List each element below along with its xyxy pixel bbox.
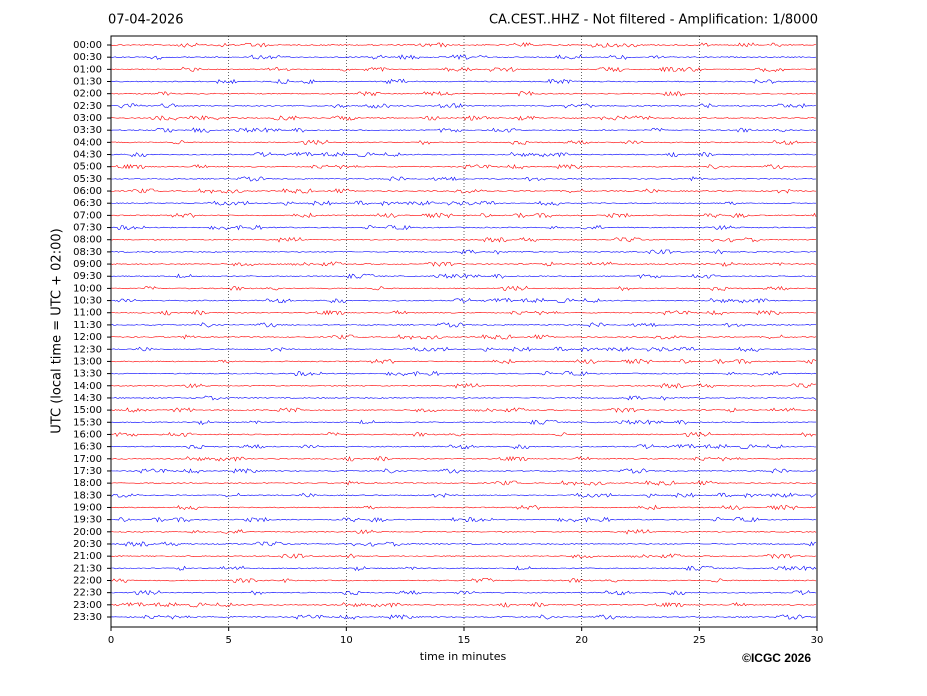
- trace: [110, 407, 817, 413]
- trace: [110, 578, 817, 584]
- y-tick-label: 05:30: [73, 174, 102, 185]
- trace: [110, 346, 817, 353]
- y-tick-label: 03:00: [73, 113, 102, 124]
- y-tick-label: 22:00: [73, 575, 102, 586]
- y-tick-label: 23:00: [73, 600, 102, 611]
- trace: [111, 565, 817, 572]
- y-tick-label: 10:00: [73, 283, 102, 294]
- y-tick-label: 08:30: [73, 247, 102, 258]
- trace: [110, 419, 817, 426]
- copyright: ©ICGC 2026: [742, 651, 811, 665]
- y-tick-label: 15:00: [73, 405, 102, 416]
- trace: [110, 358, 817, 365]
- y-tick-label: 06:30: [73, 198, 102, 209]
- y-tick-label: 14:30: [73, 393, 102, 404]
- x-tick-label: 5: [225, 635, 231, 646]
- y-tick-label: 10:30: [73, 296, 102, 307]
- y-tick-label: 11:00: [73, 308, 102, 319]
- y-tick-label: 13:30: [73, 369, 102, 380]
- trace: [110, 589, 817, 596]
- trace: [111, 395, 817, 401]
- y-tick-label: 22:30: [73, 588, 102, 599]
- y-tick-label: 19:30: [73, 515, 102, 526]
- trace: [110, 334, 817, 340]
- y-tick-label: 15:30: [73, 417, 102, 428]
- y-tick-label: 05:00: [73, 162, 102, 173]
- trace: [110, 383, 817, 389]
- y-tick-label: 20:30: [73, 539, 102, 550]
- y-tick-label: 11:30: [73, 320, 102, 331]
- y-tick-label: 21:00: [73, 551, 102, 562]
- x-tick-label: 0: [108, 635, 114, 646]
- plot-frame: [110, 35, 818, 628]
- y-tick-label: 17:30: [73, 466, 102, 477]
- y-tick-label: 16:00: [73, 429, 102, 440]
- x-tick-label: 20: [575, 635, 588, 646]
- y-tick-label: 14:00: [73, 381, 102, 392]
- trace: [110, 212, 817, 219]
- x-tick-label: 10: [340, 635, 353, 646]
- y-tick-label: 00:00: [73, 40, 102, 51]
- trace: [110, 151, 817, 158]
- y-tick-label: 12:30: [73, 344, 102, 355]
- y-tick-label: 01:30: [73, 77, 102, 88]
- y-tick-label: 16:30: [73, 442, 102, 453]
- trace: [110, 443, 817, 450]
- y-tick-label: 20:00: [73, 527, 102, 538]
- trace: [110, 163, 817, 170]
- y-tick-label: 02:00: [73, 89, 102, 100]
- y-tick-label: 17:00: [73, 454, 102, 465]
- y-tick-label: 04:30: [73, 150, 102, 161]
- date-label: 07-04-2026: [108, 13, 184, 28]
- y-tick-label: 09:30: [73, 271, 102, 282]
- y-tick-label: 07:00: [73, 210, 102, 221]
- y-tick-label: 18:30: [73, 490, 102, 501]
- trace: [110, 78, 817, 85]
- y-axis-label: UTC (local time = UTC + 02:00): [50, 228, 65, 433]
- x-tick-label: 25: [693, 635, 706, 646]
- y-tick-label: 01:00: [73, 64, 102, 75]
- trace: [110, 602, 817, 608]
- y-tick-label: 21:30: [73, 563, 102, 574]
- y-tick-label: 13:00: [73, 356, 102, 367]
- y-tick-label: 04:00: [73, 137, 102, 148]
- y-tick-label: 00:30: [73, 52, 102, 63]
- y-tick-label: 06:00: [73, 186, 102, 197]
- trace: [110, 249, 817, 255]
- chart-title: CA.CEST..HHZ - Not filtered - Amplificat…: [489, 13, 818, 28]
- y-tick-label: 23:30: [73, 612, 102, 623]
- x-tick-label: 15: [458, 635, 471, 646]
- y-tick-label: 08:00: [73, 235, 102, 246]
- y-tick-label: 03:30: [73, 125, 102, 136]
- trace: [110, 139, 817, 146]
- y-tick-label: 09:00: [73, 259, 102, 270]
- x-tick-label: 30: [811, 635, 824, 646]
- x-axis-label: time in minutes: [420, 650, 507, 663]
- trace: [110, 614, 817, 620]
- y-tick-label: 12:00: [73, 332, 102, 343]
- trace: [110, 188, 817, 194]
- y-tick-label: 18:00: [73, 478, 102, 489]
- trace: [111, 236, 816, 243]
- y-tick-label: 07:30: [73, 223, 102, 234]
- trace: [110, 431, 817, 438]
- y-tick-label: 19:00: [73, 502, 102, 513]
- y-tick-label: 02:30: [73, 101, 102, 112]
- trace: [110, 176, 817, 182]
- trace: [110, 529, 817, 535]
- trace: [110, 370, 817, 377]
